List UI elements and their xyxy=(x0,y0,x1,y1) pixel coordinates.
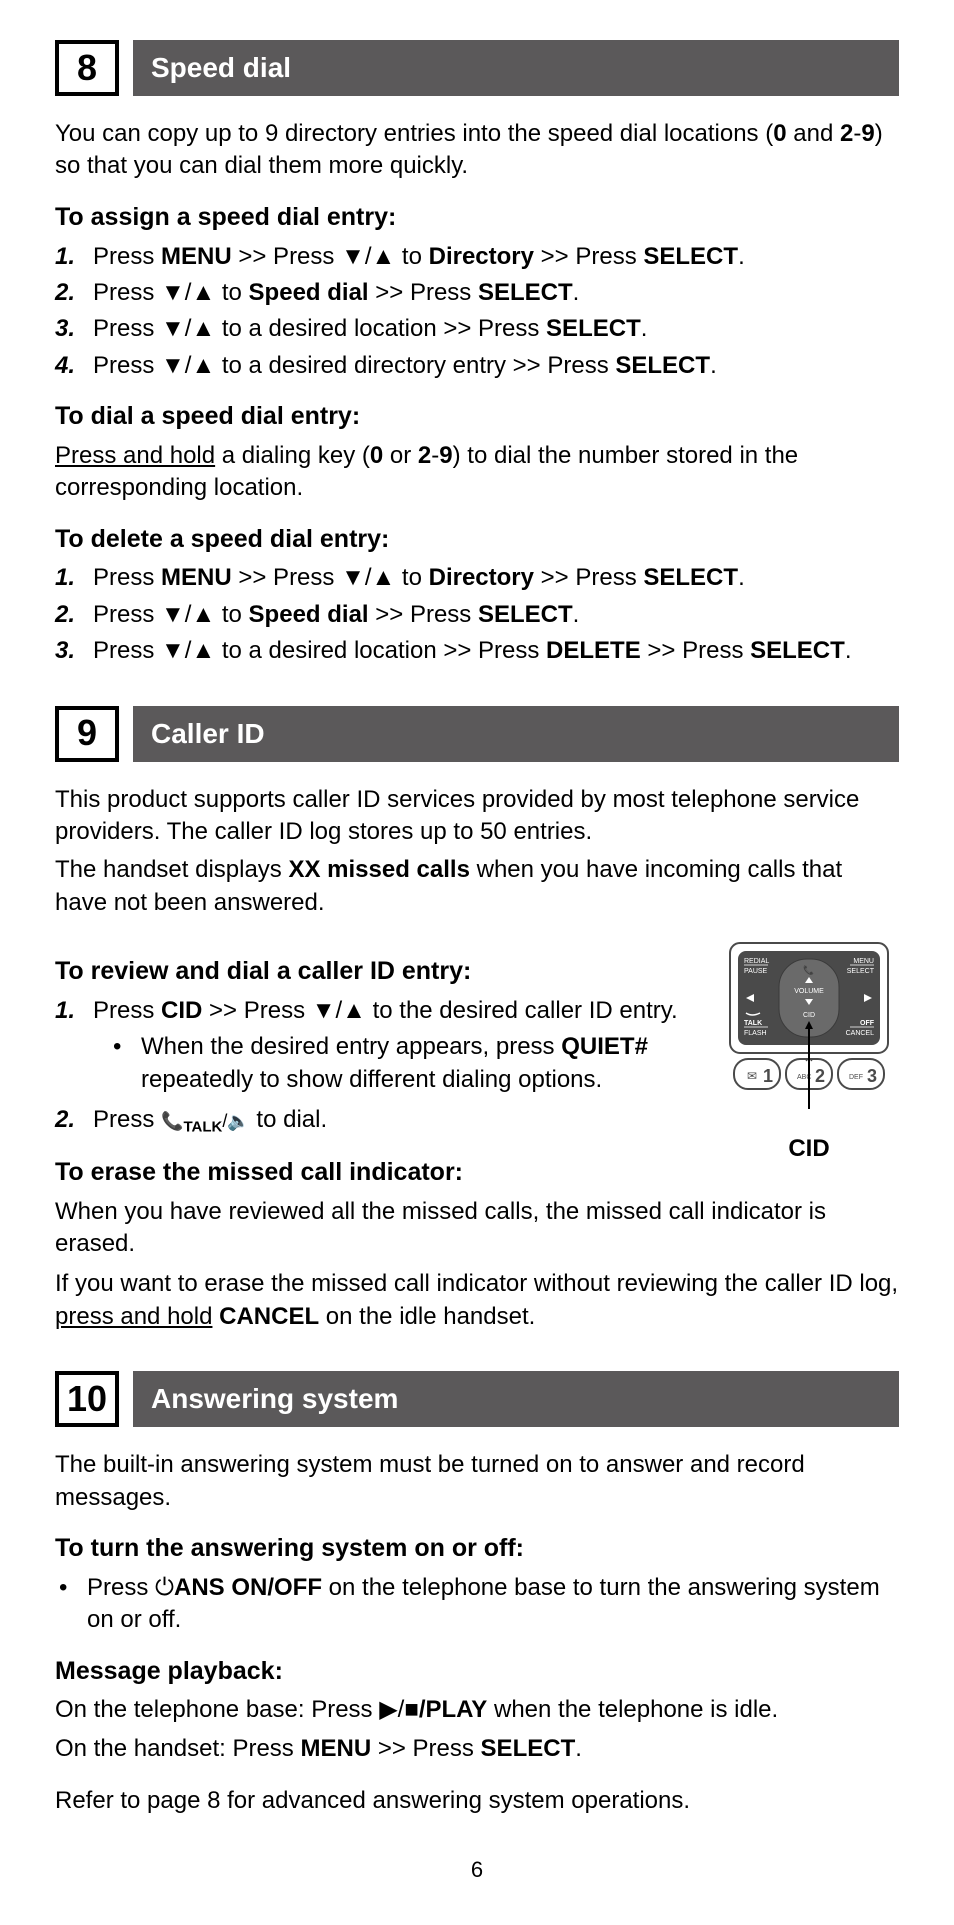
svg-text:DEF: DEF xyxy=(849,1074,863,1081)
steps-list: 1.Press MENU >> Press ▼/▲ to Directory >… xyxy=(55,562,899,667)
subheading: To turn the answering system on or off: xyxy=(55,1532,899,1566)
svg-text:CANCEL: CANCEL xyxy=(846,1030,875,1037)
svg-text:OFF: OFF xyxy=(860,1020,875,1027)
bullet-list: Press ⏻ANS ON/OFF on the telephone base … xyxy=(55,1572,899,1637)
section-header: 9 Caller ID xyxy=(55,706,899,762)
svg-text:REDIAL: REDIAL xyxy=(744,958,769,965)
body-text: Press and hold a dialing key (0 or 2-9) … xyxy=(55,440,899,505)
svg-text:MENU: MENU xyxy=(853,958,874,965)
svg-text:PAUSE: PAUSE xyxy=(744,968,768,975)
svg-text:✉: ✉ xyxy=(747,1069,757,1083)
list-item: 1.Press MENU >> Press ▼/▲ to Directory >… xyxy=(55,241,899,273)
figure-label: CID xyxy=(719,1133,899,1165)
body-text: When you have reviewed all the missed ca… xyxy=(55,1196,899,1261)
section-title: Answering system xyxy=(133,1371,899,1427)
list-item: 4.Press ▼/▲ to a desired directory entry… xyxy=(55,350,899,382)
intro-text: You can copy up to 9 directory entries i… xyxy=(55,118,899,183)
section-number: 8 xyxy=(55,40,119,96)
section-title: Speed dial xyxy=(133,40,899,96)
svg-text:3: 3 xyxy=(867,1066,877,1086)
svg-text:2: 2 xyxy=(815,1066,825,1086)
intro-text: The handset displays XX missed calls whe… xyxy=(55,854,899,919)
list-item: Press ⏻ANS ON/OFF on the telephone base … xyxy=(55,1572,899,1637)
section-number: 10 xyxy=(55,1371,119,1427)
svg-text:TALK: TALK xyxy=(744,1020,762,1027)
section-number: 9 xyxy=(55,706,119,762)
steps-list: 1.Press MENU >> Press ▼/▲ to Directory >… xyxy=(55,241,899,383)
subheading: To dial a speed dial entry: xyxy=(55,400,899,434)
keypad-figure: REDIAL PAUSE MENU SELECT TALK FLASH OFF … xyxy=(719,937,899,1165)
list-item: 1.Press CID >> Press ▼/▲ to the desired … xyxy=(55,995,703,1100)
list-item: 3.Press ▼/▲ to a desired location >> Pre… xyxy=(55,635,899,667)
list-item: 2.Press ▼/▲ to Speed dial >> Press SELEC… xyxy=(55,277,899,309)
body-text: Refer to page 8 for advanced answering s… xyxy=(55,1785,899,1817)
subheading: To delete a speed dial entry: xyxy=(55,523,899,557)
section-header: 10 Answering system xyxy=(55,1371,899,1427)
list-item: 2.Press ▼/▲ to Speed dial >> Press SELEC… xyxy=(55,599,899,631)
list-item: 1.Press MENU >> Press ▼/▲ to Directory >… xyxy=(55,562,899,594)
section-title: Caller ID xyxy=(133,706,899,762)
subheading: Message playback: xyxy=(55,1655,899,1689)
body-text: On the telephone base: Press ▶/■/PLAY wh… xyxy=(55,1694,899,1726)
svg-text:FLASH: FLASH xyxy=(744,1030,767,1037)
subheading: To review and dial a caller ID entry: xyxy=(55,955,703,989)
subheading: To assign a speed dial entry: xyxy=(55,201,899,235)
svg-text:📞: 📞 xyxy=(803,964,815,975)
svg-text:1: 1 xyxy=(763,1066,773,1086)
intro-text: This product supports caller ID services… xyxy=(55,784,899,849)
body-text: On the handset: Press MENU >> Press SELE… xyxy=(55,1733,899,1765)
section-answering-system: 10 Answering system The built-in answeri… xyxy=(55,1371,899,1817)
page-number: 6 xyxy=(55,1855,899,1885)
keypad-svg: REDIAL PAUSE MENU SELECT TALK FLASH OFF … xyxy=(724,937,894,1117)
svg-text:SELECT: SELECT xyxy=(847,968,875,975)
steps-list: 1.Press CID >> Press ▼/▲ to the desired … xyxy=(55,995,703,1138)
section-caller-id: 9 Caller ID This product supports caller… xyxy=(55,706,899,1334)
body-text: If you want to erase the missed call ind… xyxy=(55,1268,899,1333)
svg-text:VOLUME: VOLUME xyxy=(794,988,824,995)
subheading: To erase the missed call indicator: xyxy=(55,1156,703,1190)
list-item: 3.Press ▼/▲ to a desired location >> Pre… xyxy=(55,313,899,345)
intro-text: The built-in answering system must be tu… xyxy=(55,1449,899,1514)
list-item: 2.Press 📞TALK/🔈 to dial. xyxy=(55,1104,703,1138)
section-speed-dial: 8 Speed dial You can copy up to 9 direct… xyxy=(55,40,899,668)
section-header: 8 Speed dial xyxy=(55,40,899,96)
svg-text:CID: CID xyxy=(803,1012,815,1019)
